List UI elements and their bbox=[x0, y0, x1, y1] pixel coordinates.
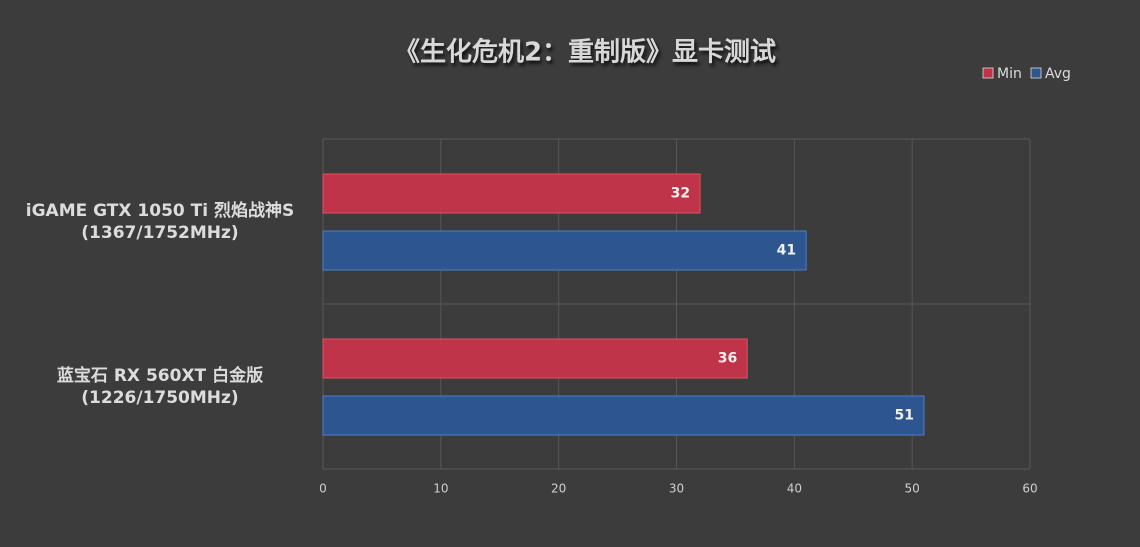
category-label: 蓝宝石 RX 560XT 白金版 (1226/1750MHz) bbox=[56, 365, 264, 408]
x-tick-label: 20 bbox=[551, 482, 566, 496]
bar bbox=[322, 173, 701, 214]
bar bbox=[322, 338, 748, 379]
bar bbox=[322, 395, 925, 436]
bar bbox=[322, 230, 807, 271]
legend-label: Avg bbox=[1045, 66, 1071, 82]
legend-swatch bbox=[1030, 67, 1042, 79]
legend-swatch bbox=[982, 67, 994, 79]
x-tick-label: 30 bbox=[669, 482, 684, 496]
x-tick-label: 10 bbox=[433, 482, 448, 496]
chart-title: 《生化危机2：重制版》显卡测试 bbox=[394, 37, 776, 68]
data-label: 36 bbox=[718, 351, 737, 367]
legend-label: Min bbox=[997, 66, 1022, 82]
x-tick-label: 60 bbox=[1022, 482, 1037, 496]
x-tick-label: 0 bbox=[319, 482, 327, 496]
x-tick-label: 40 bbox=[787, 482, 802, 496]
data-label: 51 bbox=[894, 408, 913, 424]
data-label: 41 bbox=[777, 243, 796, 259]
data-label: 32 bbox=[671, 186, 690, 202]
category-label: iGAME GTX 1050 Ti 烈焰战神S (1367/1752MHz) bbox=[25, 200, 295, 243]
x-tick-label: 50 bbox=[905, 482, 920, 496]
